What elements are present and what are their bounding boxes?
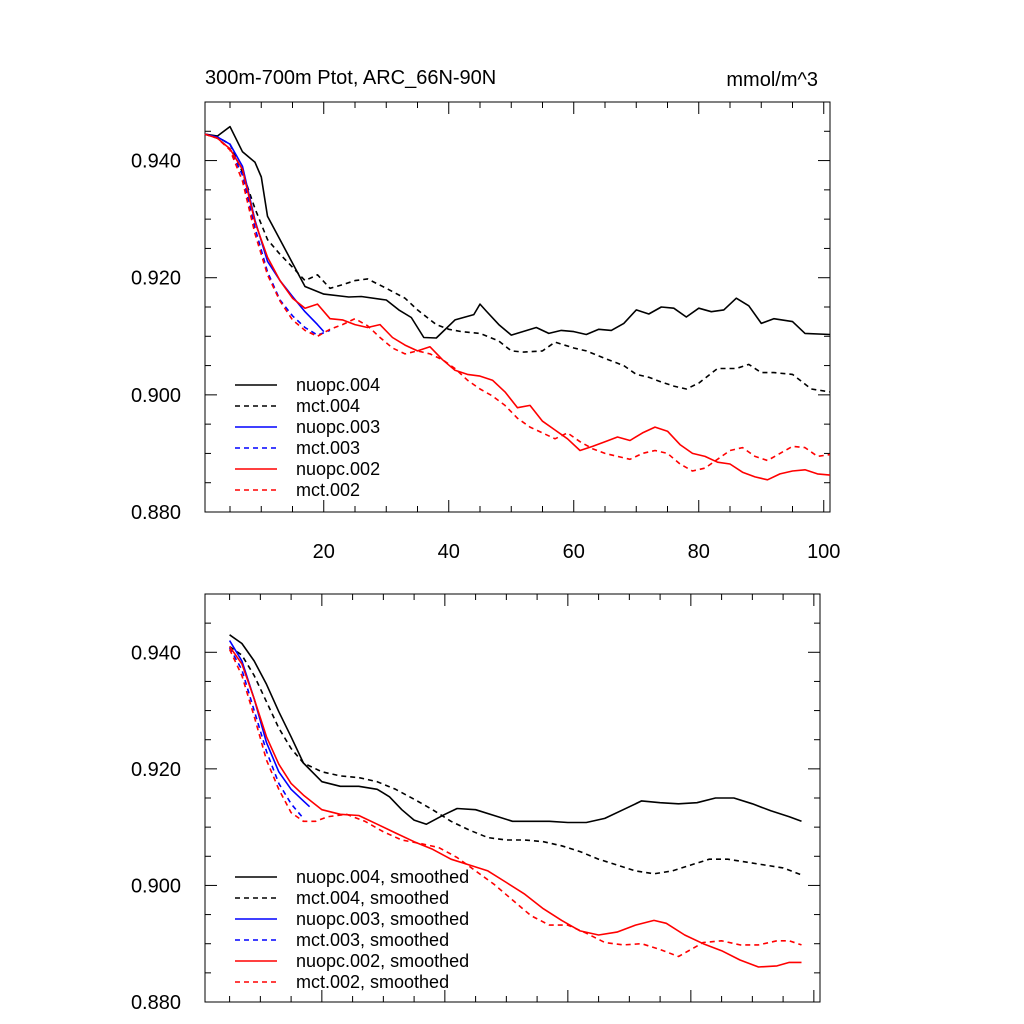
top-panel: 300m-700m Ptot, ARC_66N-90N mmol/m^3 0.8… <box>131 67 841 563</box>
bottom-series-line-4 <box>228 646 802 968</box>
bottom-panel: 0.880 0.900 0.920 0.940 nuopc.004, smoothed… <box>131 593 821 1014</box>
top-xtick-label: 60 <box>563 541 585 563</box>
units-label: mmol/m^3 <box>726 69 818 91</box>
bottom-ticks: 0.880 0.900 0.920 0.940 <box>131 593 820 1014</box>
bottom-ytick-label: 0.940 <box>131 642 181 664</box>
top-xtick-label: 40 <box>438 541 460 563</box>
top-legend-label-2: nuopc.003 <box>296 417 380 437</box>
top-ytick-label: 0.880 <box>131 502 181 524</box>
bottom-legend-label-5: mct.002, smoothed <box>296 972 449 992</box>
top-xtick-label: 20 <box>313 541 335 563</box>
top-series-line-1 <box>204 133 831 393</box>
top-legend-label-3: mct.003 <box>296 438 360 458</box>
top-series-line-2 <box>204 133 325 333</box>
bottom-legend-label-0: nuopc.004, smoothed <box>296 867 469 887</box>
bottom-ytick-label: 0.880 <box>131 992 181 1014</box>
bottom-legend-label-3: mct.003, smoothed <box>296 930 449 950</box>
top-legend: nuopc.004mct.004nuopc.003mct.003nuopc.00… <box>235 375 380 500</box>
top-legend-label-0: nuopc.004 <box>296 375 380 395</box>
bottom-legend-label-1: mct.004, smoothed <box>296 888 449 908</box>
bottom-series-line-1 <box>229 645 802 876</box>
top-ticks: 0.880 0.900 0.920 0.940 20 40 60 80 100 <box>131 101 840 563</box>
top-series-line-0 <box>204 125 831 339</box>
top-ytick-label: 0.900 <box>131 385 181 407</box>
top-xtick-label: 80 <box>688 541 710 563</box>
bottom-series-line-0 <box>229 634 802 826</box>
top-series-line-4 <box>204 133 831 481</box>
top-series <box>204 125 831 481</box>
top-xtick-label: 100 <box>807 541 840 563</box>
top-series-line-3 <box>204 133 331 336</box>
bottom-ytick-label: 0.920 <box>131 759 181 781</box>
top-ytick-label: 0.940 <box>131 151 181 173</box>
top-legend-label-4: nuopc.002 <box>296 459 380 479</box>
bottom-series <box>228 634 802 968</box>
bottom-series-line-3 <box>228 647 305 819</box>
top-legend-label-5: mct.002 <box>296 480 360 500</box>
bottom-ytick-label: 0.900 <box>131 875 181 897</box>
bottom-series-line-2 <box>228 640 311 808</box>
top-ytick-label: 0.920 <box>131 268 181 290</box>
top-legend-label-1: mct.004 <box>296 396 360 416</box>
top-series-line-5 <box>204 133 831 472</box>
chart-title: 300m-700m Ptot, ARC_66N-90N <box>205 67 496 89</box>
bottom-legend-label-4: nuopc.002, smoothed <box>296 951 469 971</box>
bottom-legend-label-2: nuopc.003, smoothed <box>296 909 469 929</box>
